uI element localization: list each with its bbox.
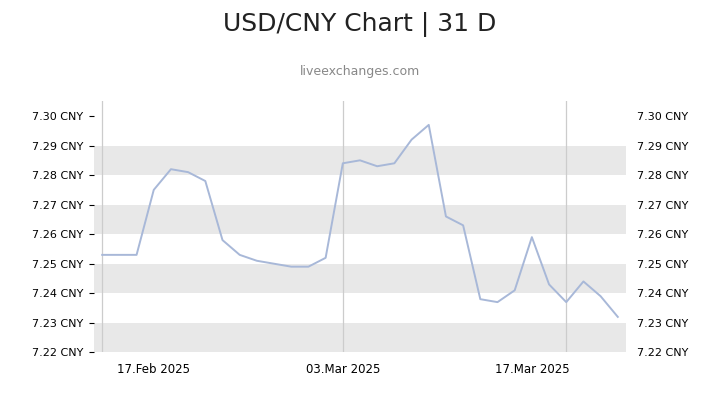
Text: USD/CNY Chart | 31 D: USD/CNY Chart | 31 D [223,12,497,37]
Bar [94,323,626,352]
Text: liveexchanges.com: liveexchanges.com [300,65,420,78]
Bar [94,145,626,175]
Bar [94,205,626,234]
Bar [94,264,626,293]
